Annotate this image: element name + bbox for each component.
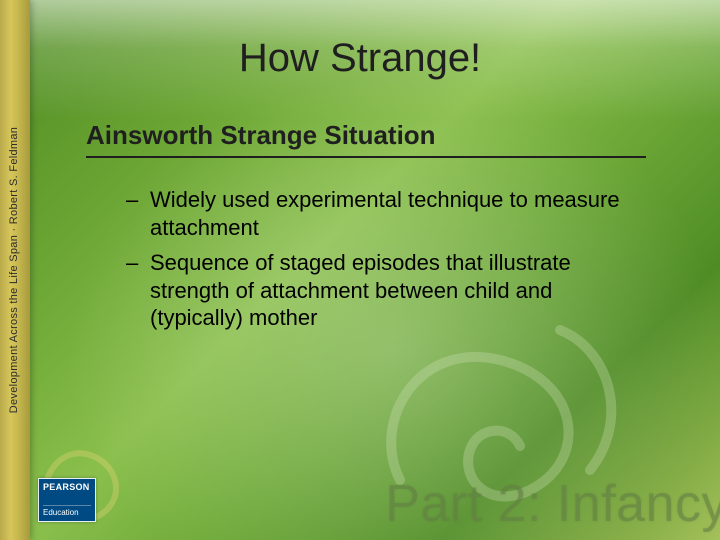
- subheading: Ainsworth Strange Situation: [86, 120, 646, 151]
- publisher-brand: PEARSON: [43, 483, 91, 493]
- part-watermark: Part 2: Infancy: [385, 474, 720, 534]
- bullet-item: Sequence of staged episodes that illustr…: [120, 249, 640, 332]
- slide: Development Across the Life Span · Rober…: [0, 0, 720, 540]
- publisher-divider: [43, 505, 91, 506]
- bullet-list: Widely used experimental technique to me…: [120, 186, 640, 340]
- content-area: Ainsworth Strange Situation: [86, 120, 646, 161]
- book-spine: Development Across the Life Span · Rober…: [0, 0, 30, 540]
- slide-title: How Strange!: [0, 36, 720, 81]
- publisher-logo: PEARSON Education: [38, 478, 96, 522]
- spine-label: Development Across the Life Span · Rober…: [8, 127, 20, 413]
- subheading-underline: [86, 156, 646, 158]
- publisher-sub: Education: [43, 509, 91, 518]
- bullet-item: Widely used experimental technique to me…: [120, 186, 640, 241]
